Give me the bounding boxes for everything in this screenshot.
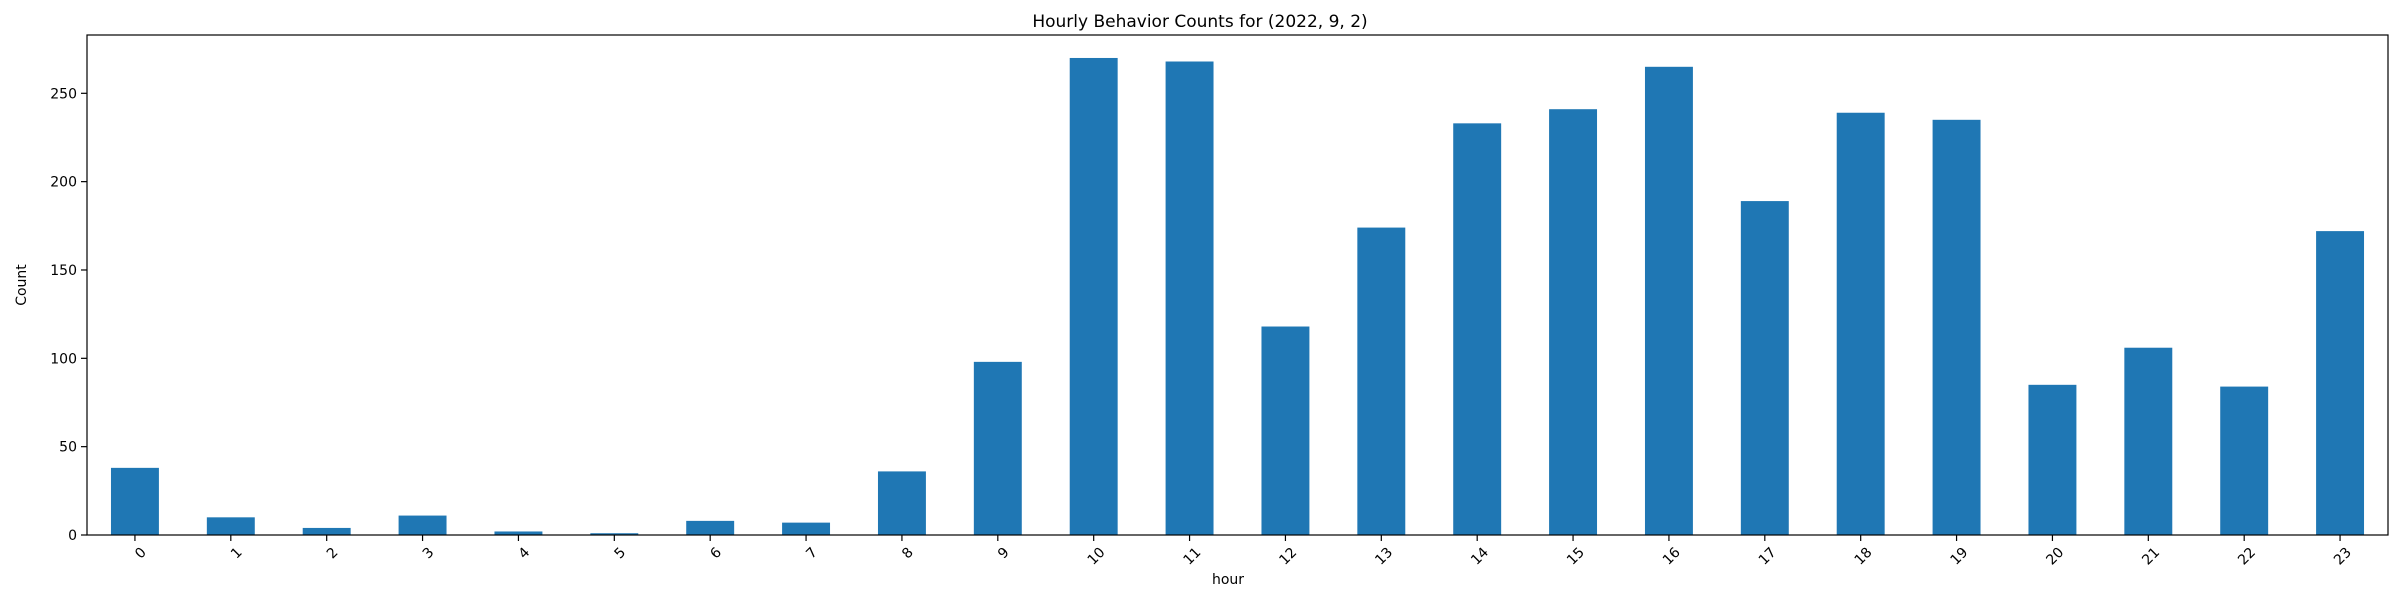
plot-frame [86,34,2389,536]
x-tick-label-19: 19 [1947,545,1971,569]
x-tick-label-20: 20 [2043,545,2067,569]
x-tick-label-10: 10 [1085,545,1109,569]
bar-5 [590,533,639,535]
x-tick-label-6: 6 [707,544,725,562]
x-tick-label-2: 2 [324,545,342,563]
x-tick-label-9: 9 [995,545,1013,563]
x-tick-label-12: 12 [1276,545,1300,569]
bar-18 [1836,112,1885,536]
bar-14 [1453,123,1502,535]
x-tick-label-0: 0 [132,545,150,563]
x-tick-label-3: 3 [420,545,438,563]
bar-15 [1549,109,1598,535]
bar-8 [877,471,926,535]
bar-6 [686,520,735,535]
bar-23 [2316,231,2365,536]
x-axis: 0 1 2 3 4 5 6 7 8 9 10 11 12 13 14 15 16 17 18 19 20 21 22 23 [132,535,2355,568]
y-tick-label-50: 50 [59,440,77,456]
bar-17 [1740,201,1789,535]
y-tick-label-200: 200 [50,175,77,191]
bar-20 [2028,384,2077,535]
bars-layer [110,57,2365,536]
bar-19 [1932,119,1981,535]
y-tick-label-250: 250 [50,86,77,102]
y-axis-title: Count [14,264,30,306]
x-tick-label-16: 16 [1660,544,1684,568]
y-axis: 0 50 100 150 200 250 [50,86,87,544]
x-tick-label-5: 5 [612,545,630,563]
x-axis-title: hour [1212,572,1244,588]
x-tick-label-14: 14 [1468,544,1492,568]
x-tick-label-4: 4 [516,544,534,562]
y-tick-label-0: 0 [68,528,77,544]
x-tick-label-11: 11 [1180,545,1204,569]
x-tick-label-22: 22 [2235,545,2259,569]
bar-21 [2124,347,2173,535]
bar-9 [973,361,1022,535]
x-tick-label-1: 1 [228,545,246,563]
bar-0 [110,467,159,535]
bar-11 [1165,61,1214,535]
y-tick-label-100: 100 [50,351,77,367]
bar-22 [2220,386,2269,535]
x-tick-label-7: 7 [803,545,821,563]
chart-title: Hourly Behavior Counts for (2022, 9, 2) [1032,12,1367,32]
bar-3 [398,515,447,535]
y-tick-label-150: 150 [50,263,77,279]
bar-4 [494,531,543,535]
x-tick-label-8: 8 [899,545,917,563]
x-tick-label-17: 17 [1756,545,1780,569]
x-tick-label-21: 21 [2139,545,2163,569]
bar-10 [1069,57,1118,535]
bar-16 [1644,66,1693,536]
x-tick-label-23: 23 [2331,545,2355,569]
bar-2 [302,527,351,535]
bar-12 [1261,326,1310,535]
x-tick-label-15: 15 [1564,545,1588,569]
bar-13 [1357,227,1406,535]
x-tick-label-13: 13 [1372,545,1396,569]
x-tick-label-18: 18 [1852,545,1876,569]
bar-1 [206,517,255,535]
bar-7 [782,522,831,535]
